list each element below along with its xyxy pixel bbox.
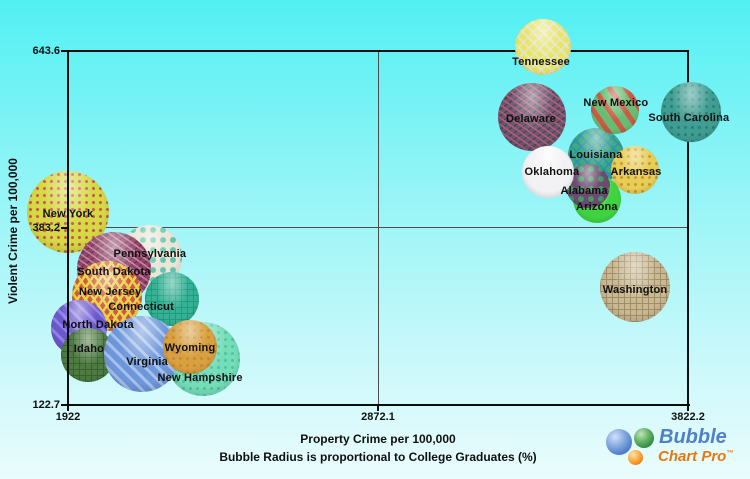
bubble-label: Arizona: [576, 200, 618, 213]
x-axis-title: Property Crime per 100,000: [300, 432, 456, 446]
y-axis-title: Violent Crime per 100,000: [6, 158, 20, 304]
y-axis-line: [67, 50, 69, 406]
logo-orange-sphere-icon: [628, 450, 643, 465]
bubble-label: New Mexico: [583, 96, 649, 109]
bubble-label: North Dakota: [62, 319, 134, 331]
y-tick-label: 643.6: [32, 45, 60, 57]
bubble-label: Oklahoma: [524, 165, 580, 178]
bubble-label: Louisiana: [569, 149, 623, 162]
bubble-label: Tennessee: [512, 55, 570, 68]
logo-green-sphere-icon: [634, 428, 654, 448]
h-gridline: [69, 227, 687, 229]
brand-logo: Bubble Chart Pro™: [604, 424, 750, 476]
bubble-label: South Carolina: [648, 111, 730, 124]
bubble-label: Washington: [602, 284, 668, 297]
x-tick-mark: [377, 405, 379, 411]
bubble-label: Delaware: [506, 113, 556, 126]
bubble-connecticut[interactable]: [145, 271, 200, 326]
bubble-label: Alabama: [560, 184, 608, 197]
x-tick-label: 1922: [55, 411, 81, 423]
y-tick-mark: [61, 226, 68, 229]
bubble-idaho[interactable]: [60, 328, 115, 383]
chart-subtitle: Bubble Radius is proportional to College…: [219, 450, 537, 464]
bubble-wyoming[interactable]: [163, 320, 218, 375]
bubble-label: Virginia: [126, 355, 168, 368]
logo-text-bubble: Bubble: [659, 426, 727, 448]
x-tick-label: 3822.2: [671, 411, 705, 423]
bubble-label: New York: [42, 208, 94, 221]
bubble-tennessee[interactable]: [515, 18, 572, 75]
bubble-label: South Dakota: [77, 265, 151, 278]
bubble-label: Arkansas: [610, 166, 662, 179]
x-tick-label: 2872.1: [361, 411, 395, 423]
x-tick-mark: [687, 405, 689, 411]
y-tick-mark: [61, 50, 68, 52]
bubble-label: Wyoming: [164, 342, 216, 355]
trademark-symbol: ™: [726, 450, 734, 457]
bubble-label: New Jersey: [78, 286, 142, 299]
bubble-washington[interactable]: [600, 252, 671, 323]
x-tick-mark: [67, 405, 69, 411]
bubble-label: New Hampshire: [157, 372, 243, 385]
bubble-label: Pennsylvania: [113, 247, 187, 260]
logo-text-chartpro: Chart Pro™: [658, 448, 734, 465]
bubble-new-mexico[interactable]: [590, 85, 639, 134]
logo-blue-sphere-icon: [606, 429, 632, 455]
y-tick-label: 122.7: [32, 399, 60, 411]
y-tick-mark: [61, 404, 68, 406]
bubble-south-carolina[interactable]: [660, 81, 721, 142]
bubble-label: Idaho: [73, 343, 105, 356]
y-tick-label: 383.2: [32, 221, 60, 234]
bubble-arkansas[interactable]: [611, 146, 660, 195]
bubble-delaware[interactable]: [497, 83, 566, 152]
bubble-label: Connecticut: [108, 300, 174, 313]
bubble-oklahoma[interactable]: [521, 145, 574, 198]
